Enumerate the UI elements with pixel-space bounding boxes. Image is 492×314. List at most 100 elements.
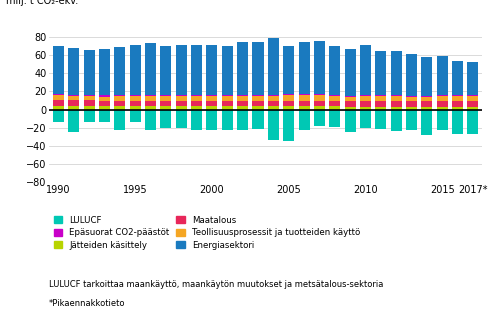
Bar <box>207 96 217 101</box>
Bar <box>222 46 233 95</box>
Bar <box>176 106 187 110</box>
Bar <box>84 106 94 110</box>
Bar <box>299 106 309 110</box>
Bar <box>452 110 463 134</box>
Bar <box>53 100 64 106</box>
Bar <box>160 106 171 110</box>
Bar <box>237 101 248 106</box>
Bar <box>99 49 110 95</box>
Bar <box>222 101 233 106</box>
Bar <box>68 110 79 132</box>
Bar <box>114 95 125 96</box>
Bar <box>160 101 171 106</box>
Bar <box>421 96 432 97</box>
Bar <box>176 95 187 96</box>
Bar <box>191 101 202 106</box>
Bar <box>437 107 448 110</box>
Bar <box>114 46 125 95</box>
Bar <box>421 107 432 110</box>
Bar <box>252 106 264 110</box>
Bar <box>268 96 279 101</box>
Bar <box>130 45 141 95</box>
Bar <box>391 51 401 95</box>
Bar <box>283 106 294 110</box>
Bar <box>391 110 401 131</box>
Bar <box>176 96 187 101</box>
Bar <box>145 101 156 106</box>
Bar <box>406 54 417 96</box>
Bar <box>99 110 110 122</box>
Bar <box>160 95 171 96</box>
Bar <box>268 95 279 96</box>
Bar <box>191 45 202 95</box>
Bar <box>252 95 264 96</box>
Bar <box>237 42 248 95</box>
Bar <box>191 95 202 96</box>
Bar <box>391 95 401 96</box>
Bar <box>406 110 417 129</box>
Bar <box>53 95 64 100</box>
Bar <box>268 101 279 106</box>
Bar <box>452 95 463 96</box>
Bar <box>130 106 141 110</box>
Bar <box>160 110 171 128</box>
Bar <box>237 96 248 101</box>
Bar <box>452 101 463 107</box>
Bar <box>375 110 386 129</box>
Bar <box>84 50 94 95</box>
Bar <box>130 95 141 96</box>
Bar <box>84 110 94 122</box>
Bar <box>437 96 448 101</box>
Bar <box>406 97 417 101</box>
Bar <box>145 95 156 96</box>
Bar <box>467 62 479 95</box>
Bar <box>222 110 233 129</box>
Bar <box>299 95 309 101</box>
Bar <box>467 107 479 110</box>
Bar <box>207 101 217 106</box>
Bar <box>222 95 233 96</box>
Bar <box>452 96 463 101</box>
Bar <box>283 46 294 94</box>
Bar <box>114 106 125 110</box>
Bar <box>145 96 156 101</box>
Bar <box>53 94 64 95</box>
Bar <box>421 101 432 107</box>
Bar <box>114 101 125 106</box>
Bar <box>145 110 156 129</box>
Bar <box>375 95 386 96</box>
Bar <box>68 100 79 106</box>
Bar <box>191 96 202 101</box>
Bar <box>160 46 171 95</box>
Bar <box>283 110 294 141</box>
Bar <box>53 110 64 122</box>
Bar <box>391 107 401 110</box>
Bar <box>467 110 479 133</box>
Bar <box>299 110 309 129</box>
Bar <box>53 46 64 94</box>
Bar <box>344 96 356 97</box>
Bar <box>268 110 279 140</box>
Bar <box>360 45 371 95</box>
Bar <box>329 46 340 95</box>
Bar <box>391 101 401 107</box>
Bar <box>237 110 248 130</box>
Bar <box>191 110 202 129</box>
Bar <box>191 106 202 110</box>
Bar <box>130 101 141 106</box>
Bar <box>252 110 264 129</box>
Bar <box>252 42 264 95</box>
Bar <box>53 106 64 110</box>
Bar <box>68 106 79 110</box>
Bar <box>314 94 325 95</box>
Bar <box>375 101 386 107</box>
Bar <box>360 107 371 110</box>
Bar <box>329 106 340 110</box>
Bar <box>375 96 386 101</box>
Bar <box>130 96 141 101</box>
Text: milj. t CO₂-ekv.: milj. t CO₂-ekv. <box>6 0 78 6</box>
Bar <box>207 95 217 96</box>
Bar <box>437 110 448 129</box>
Bar <box>68 48 79 95</box>
Bar <box>283 95 294 101</box>
